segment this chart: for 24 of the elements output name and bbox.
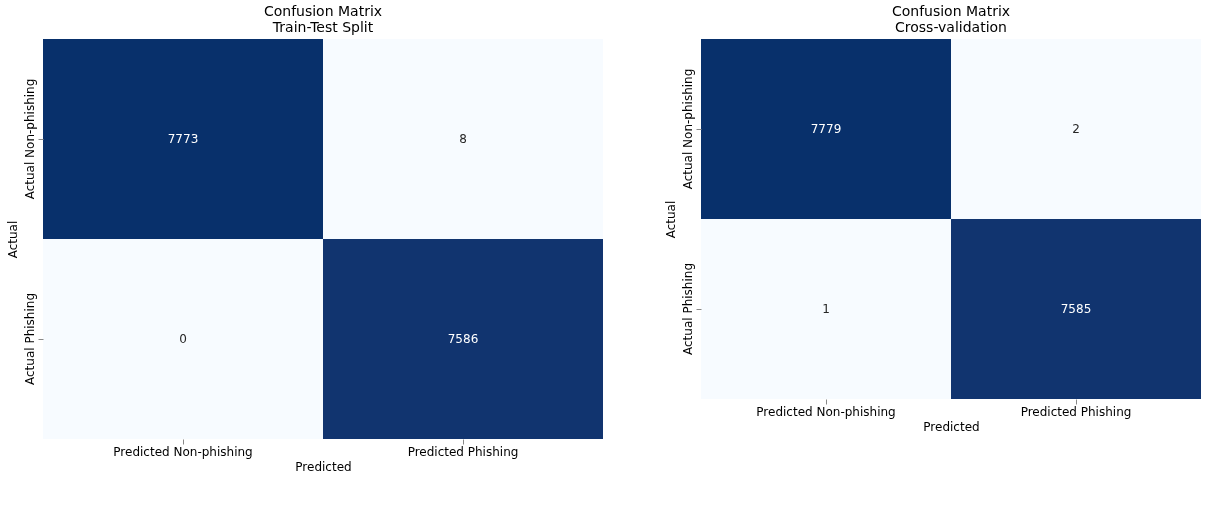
data-label: 0 xyxy=(179,332,187,346)
y-tick-label: Actual Non-phishing xyxy=(22,78,37,200)
data-label: 7585 xyxy=(1060,302,1092,316)
y-tick-label: Actual Phishing xyxy=(680,263,695,355)
chart-title: Confusion Matrix xyxy=(263,3,383,19)
data-label: 7779 xyxy=(810,122,842,136)
chart-subtitle: Train-Test Split xyxy=(271,19,374,35)
y-axis-title: Actual xyxy=(5,220,20,259)
data-label: 7773 xyxy=(167,132,199,146)
x-tick-label: Predicted Phishing xyxy=(1020,404,1132,419)
data-label: 8 xyxy=(459,132,467,146)
x-tick-label: Predicted Non-phishing xyxy=(113,444,253,459)
chart-title: Confusion Matrix xyxy=(891,3,1011,19)
x-tick-label: Predicted Phishing xyxy=(407,444,519,459)
data-label: 2 xyxy=(1072,122,1080,136)
y-tick-label: Actual Non-phishing xyxy=(680,68,695,190)
x-tick-label: Predicted Non-phishing xyxy=(756,404,896,419)
data-label: 1 xyxy=(822,302,830,316)
chart-subtitle: Cross-validation xyxy=(895,19,1007,35)
y-tick-label: Actual Phishing xyxy=(22,293,37,385)
data-label: 7586 xyxy=(447,332,479,346)
x-axis-title: Predicted xyxy=(923,419,980,434)
y-axis-title: Actual xyxy=(663,200,678,239)
x-axis-title: Predicted xyxy=(295,459,352,474)
